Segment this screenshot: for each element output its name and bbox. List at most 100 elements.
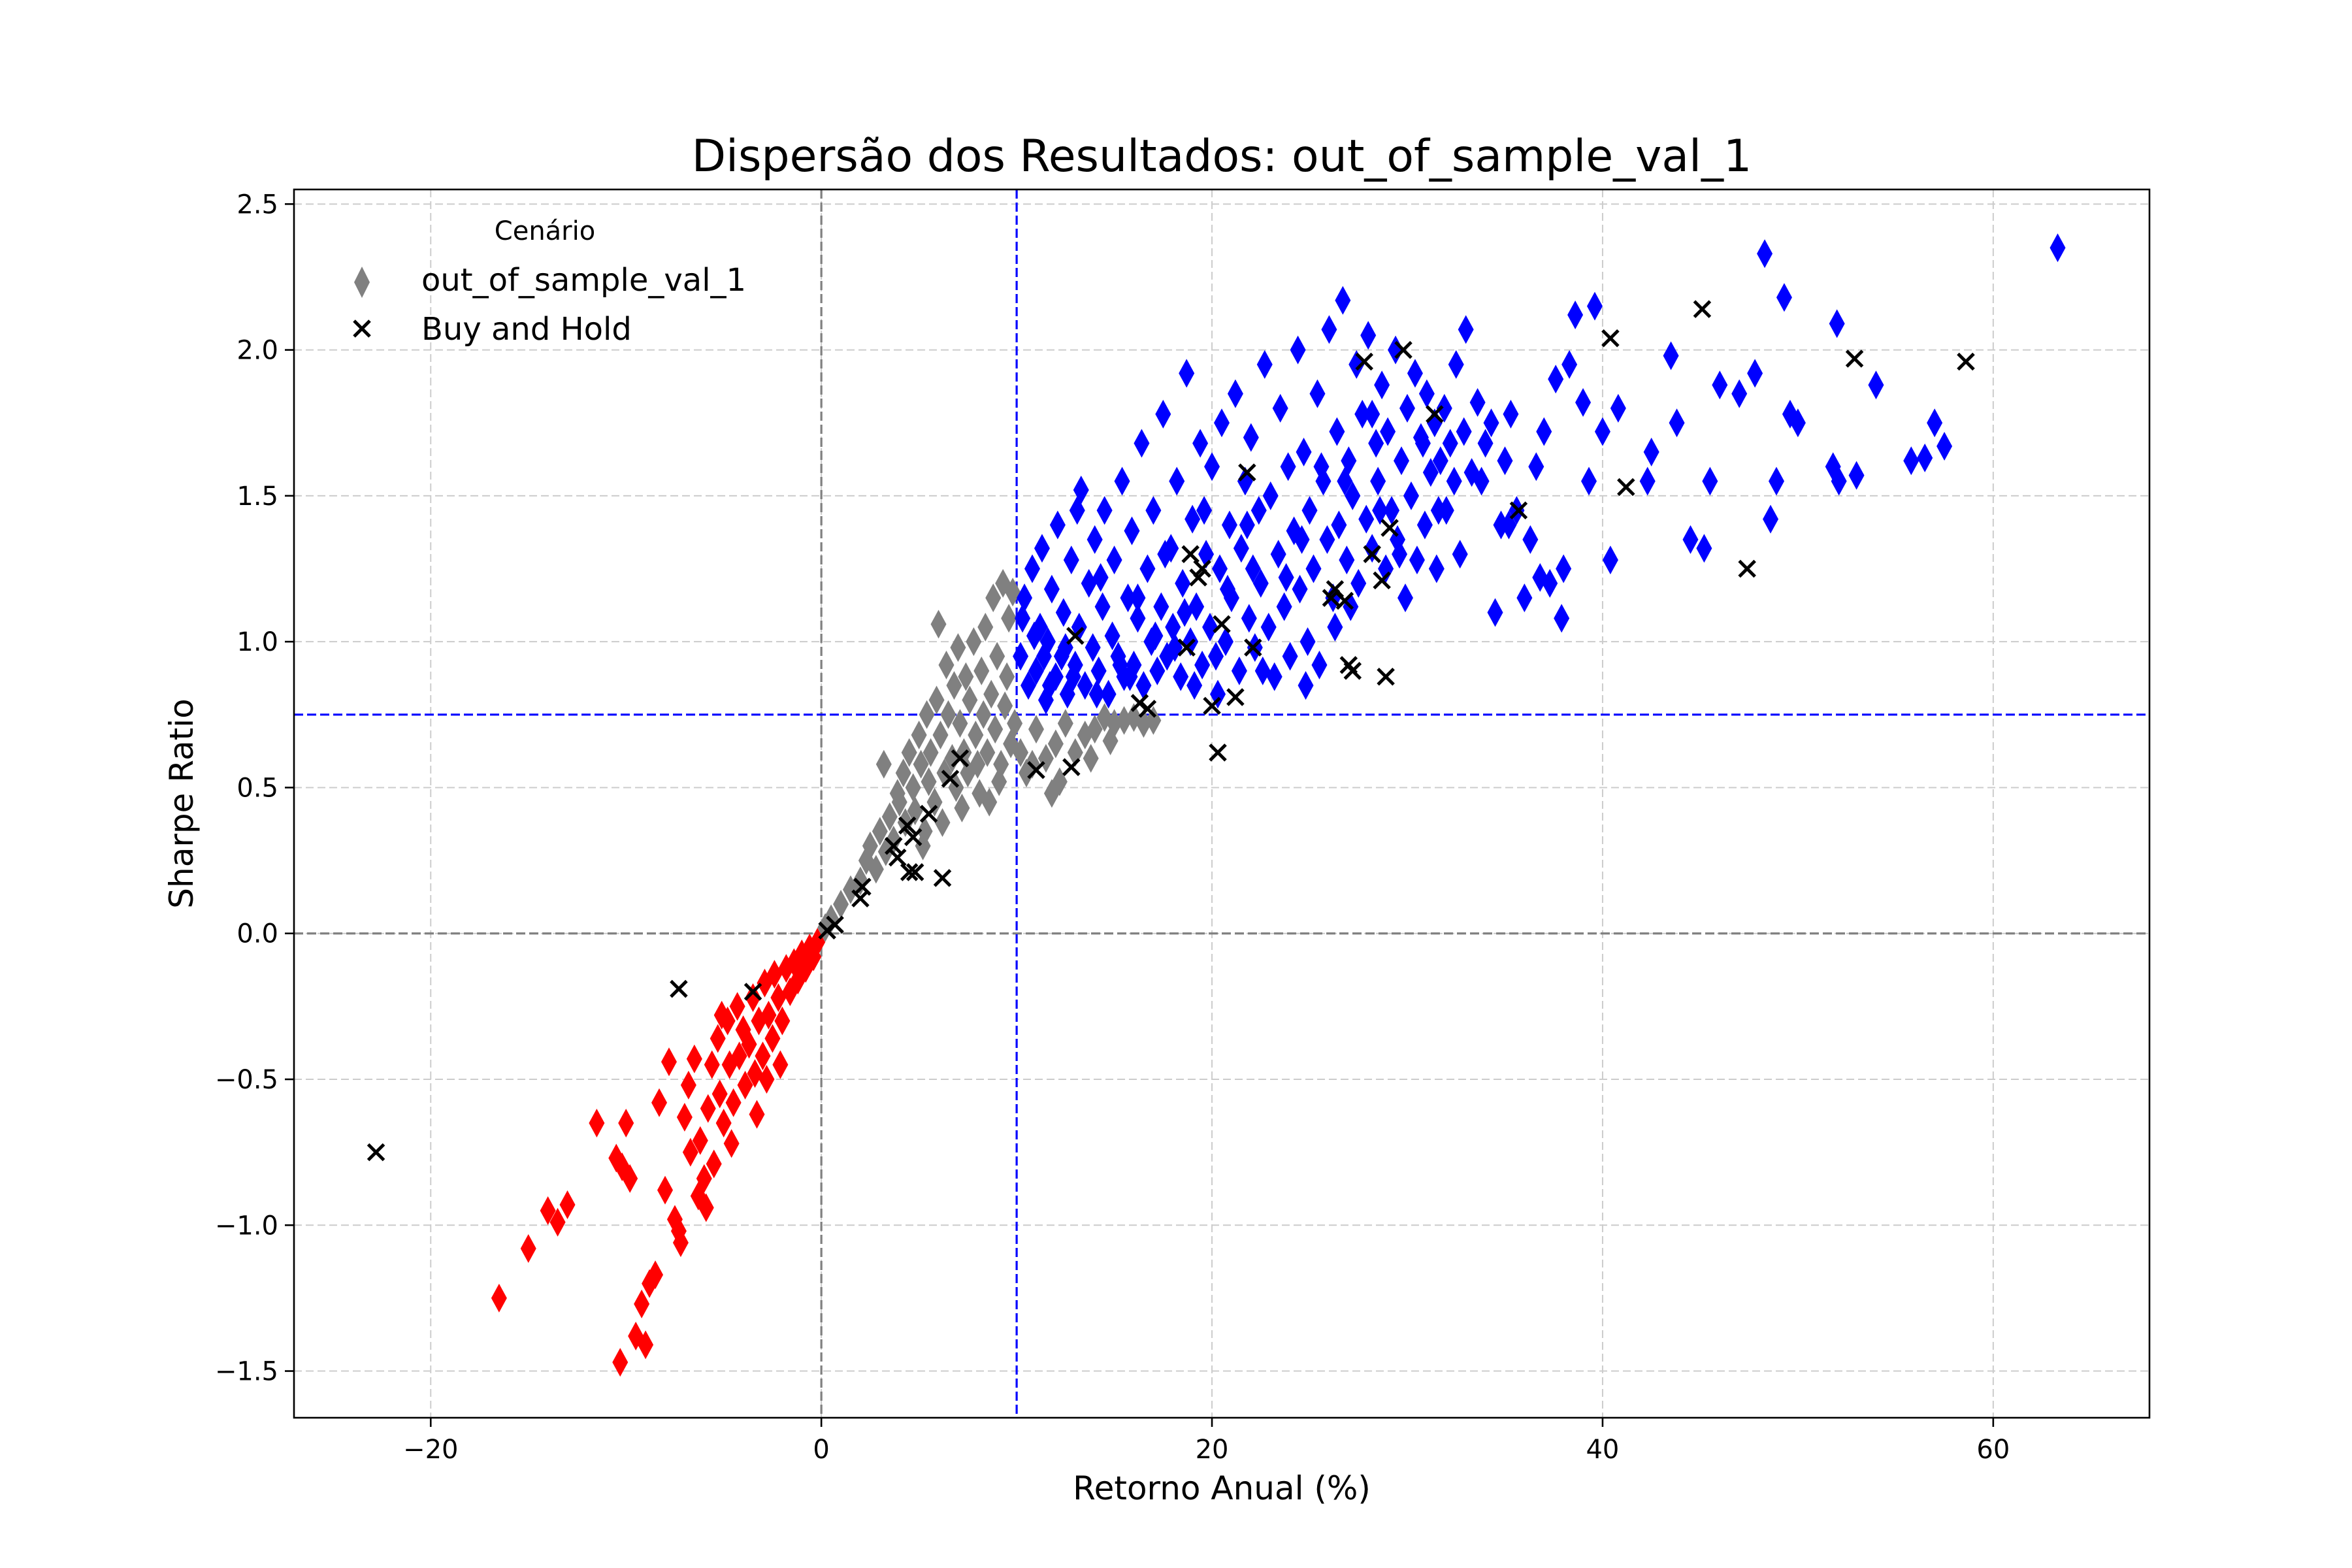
buy-and-hold-point: [1363, 545, 1381, 563]
diamond-point-target: [1556, 554, 1572, 583]
diamond-point-target: [1418, 379, 1435, 408]
diamond-point-target: [1548, 365, 1564, 394]
diamond-point-target: [1669, 408, 1685, 438]
diamond-point-target: [1403, 481, 1419, 510]
diamond-point-target: [1196, 496, 1213, 525]
diamond-point-target: [1092, 563, 1109, 592]
diamond-point-middle: [926, 787, 943, 817]
diamond-point-middle: [989, 642, 1005, 671]
diamond-point-middle: [921, 767, 937, 796]
diamond-point-negative: [698, 1193, 714, 1222]
diamond-point-target: [1155, 399, 1171, 429]
diamond-point-target: [1177, 598, 1193, 627]
buy-and-hold-point: [1377, 667, 1395, 686]
y-tick-label: 0.5: [237, 773, 278, 803]
diamond-point-target: [1321, 315, 1337, 344]
diamond-point-negative: [618, 1108, 634, 1137]
plot-area: [294, 189, 2149, 1418]
diamond-point-target: [1149, 656, 1166, 685]
diamond-point-target: [1319, 525, 1335, 554]
buy-and-hold-point: [1738, 559, 1756, 578]
x-tick-label: 40: [1586, 1435, 1619, 1465]
diamond-point-target: [1594, 417, 1610, 446]
diamond-point-target: [1175, 568, 1191, 598]
diamond-point-target: [1250, 496, 1267, 525]
buy-and-hold-point: [1617, 478, 1635, 497]
diamond-point-negative: [760, 1000, 777, 1030]
diamond-point-target: [1763, 504, 1779, 534]
diamond-point-target: [1331, 510, 1347, 540]
diamond-point-target: [1153, 592, 1169, 621]
buy-and-hold-point: [853, 877, 872, 896]
diamond-point-target: [1280, 452, 1296, 482]
diamond-point-target: [1219, 574, 1235, 604]
diamond-point-target: [1034, 534, 1050, 563]
x-tick-label: 0: [813, 1435, 829, 1465]
diamond-point-middle: [901, 738, 917, 767]
diamond-point-negative: [755, 1041, 771, 1071]
diamond-point-target: [1364, 534, 1380, 563]
diamond-point-target: [1292, 574, 1308, 604]
diamond-point-target: [1233, 534, 1249, 563]
buy-and-hold-point: [1335, 591, 1354, 610]
diamond-point-negative: [747, 1059, 763, 1088]
diamond-point-target: [1114, 466, 1130, 496]
diamond-point-target: [1192, 429, 1209, 458]
diamond-point-target: [1394, 446, 1410, 476]
buy-and-hold-point: [1138, 700, 1157, 718]
diamond-point-target: [1532, 563, 1548, 592]
diamond-point-target: [1252, 568, 1269, 598]
diamond-point-target: [1426, 408, 1443, 438]
buy-and-hold-point: [1957, 352, 1975, 371]
data-points: [367, 233, 2066, 1377]
diamond-point-middle: [919, 700, 935, 729]
diamond-point-target: [1399, 393, 1415, 423]
diamond-point-target: [1663, 341, 1679, 370]
diamond-point-target: [1368, 429, 1384, 458]
diamond-point-target: [1179, 359, 1195, 388]
diamond-point-target: [1081, 568, 1097, 598]
diamond-point-target: [1309, 379, 1326, 408]
diamond-point-target: [1712, 370, 1728, 400]
diamond-point-target: [1262, 481, 1279, 510]
diamond-point-middle: [907, 796, 923, 826]
buy-and-hold-point: [885, 836, 903, 855]
buy-and-hold-point: [1213, 615, 1231, 634]
diamond-point-target: [1335, 286, 1351, 315]
diamond-point-target: [1469, 387, 1486, 417]
diamond-point-middle: [1001, 604, 1017, 633]
diamond-point-target: [1829, 309, 1845, 338]
diamond-point-target: [1448, 350, 1464, 379]
diamond-point-negative: [647, 1260, 664, 1290]
diamond-point-negative: [772, 1050, 789, 1079]
diamond-point-negative: [520, 1233, 536, 1263]
diamond-point-target: [1432, 446, 1448, 476]
diamond-point-target: [1173, 662, 1189, 691]
buy-and-hold-point: [743, 983, 762, 1001]
y-tick-label: 2.5: [237, 189, 278, 220]
diamond-point-negative: [700, 1094, 716, 1123]
diamond-point-target: [1360, 321, 1377, 350]
diamond-point-middle: [1145, 706, 1162, 735]
diamond-point-target: [1372, 496, 1388, 525]
diamond-point-middle: [977, 612, 994, 642]
diamond-point-target: [1414, 429, 1431, 458]
diamond-point-middle: [1057, 709, 1073, 738]
diamond-point-target: [1378, 554, 1394, 583]
diamond-point-negative: [676, 1103, 693, 1132]
diamond-point-target: [1227, 379, 1243, 408]
diamond-point-middle: [1083, 743, 1099, 773]
diamond-point-negative: [622, 1164, 638, 1193]
diamond-point-middle: [938, 650, 955, 679]
diamond-point-target: [1458, 315, 1474, 344]
diamond-point-target: [1776, 283, 1792, 312]
diamond-point-middle: [1005, 578, 1021, 607]
diamond-point-target: [1134, 429, 1150, 458]
diamond-point-target: [1917, 443, 1933, 472]
diamond-point-target: [1043, 574, 1060, 604]
diamond-point-target: [1276, 592, 1292, 621]
buy-and-hold-point: [919, 804, 938, 823]
diamond-point-middle: [1013, 738, 1029, 767]
buy-and-hold-point: [1062, 758, 1081, 776]
x-tick-label: −20: [403, 1435, 458, 1465]
